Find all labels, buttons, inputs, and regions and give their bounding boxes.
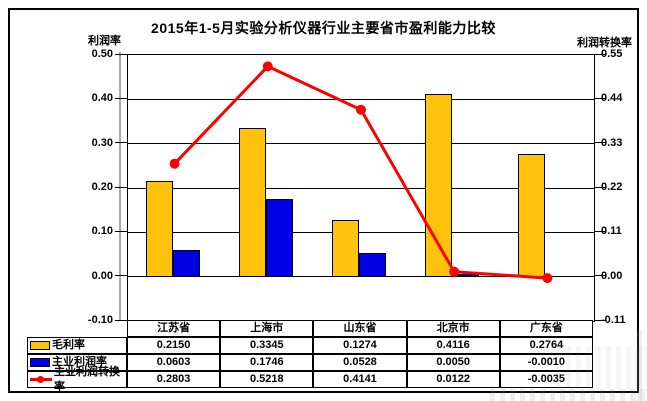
bar-主业利润率-江苏省: [172, 249, 200, 277]
grid-line: [128, 143, 594, 145]
right-tick-label: 0.22: [601, 181, 623, 193]
value-cell-毛利率-上海市: 0.3345: [220, 337, 314, 354]
legend-主业利润率: 主业利润率: [27, 354, 127, 371]
value-cell-主业利润转换率-广东省: -0.0035: [499, 371, 593, 388]
bar-毛利率-广东省: [518, 154, 546, 277]
value-cell-主业利润率-上海市: 0.1746: [220, 354, 314, 371]
line-marker: [449, 266, 460, 277]
left-tick-mark: [115, 97, 127, 99]
column-header-上海市: 上海市: [220, 320, 314, 337]
left-tick-label: 0.30: [91, 136, 113, 149]
bar-主业利润率-上海市: [265, 199, 293, 277]
line-marker: [262, 61, 273, 72]
right-tick-mark: [594, 186, 606, 188]
line-marker: [356, 104, 366, 115]
left-tick-mark: [115, 319, 127, 321]
right-tick-mark: [594, 97, 606, 99]
right-tick-mark: [594, 319, 606, 321]
bar-主业利润率-山东省: [359, 253, 386, 277]
bar-blue-swatch-icon: [30, 358, 50, 367]
left-tick-label: 0.40: [91, 92, 113, 105]
line-marker: [542, 273, 553, 284]
column-header-山东省: 山东省: [313, 320, 407, 337]
line-series-主业利润转换率: [169, 61, 553, 284]
left-tick-mark: [115, 53, 127, 55]
value-cell-主业利润转换率-北京市: 0.0122: [406, 371, 500, 388]
right-tick-label: 0.55: [601, 48, 623, 60]
left-tick-label: 0.10: [91, 225, 113, 238]
value-cell-毛利率-江苏省: 0.2150: [127, 337, 221, 354]
value-cell-毛利率-广东省: 0.2764: [499, 337, 593, 354]
left-tick-mark: [115, 230, 127, 232]
left-tick-label: -0.10: [87, 314, 113, 326]
legend-label: 主业利润转换率: [54, 365, 120, 393]
column-header-江苏省: 江苏省: [127, 320, 221, 337]
value-cell-主业利润转换率-山东省: 0.4141: [313, 371, 407, 388]
legend-label: 毛利率: [52, 339, 85, 351]
right-tick-mark: [594, 275, 606, 277]
right-tick-label: 0.11: [601, 225, 622, 238]
legend-毛利率: 毛利率: [27, 337, 127, 354]
left-tick-label: 0.50: [91, 48, 113, 60]
legend-data-table: 江苏省 上海市 山东省 北京市 广东省 毛利率 0.2150 0.3345 0.1274 0.41…: [27, 320, 593, 393]
plot-area: [127, 54, 595, 322]
grid-line: [128, 231, 594, 233]
right-tick-mark: [594, 230, 606, 232]
left-axis-title: 利润率: [88, 35, 121, 47]
right-axis-title: 利润转换率: [577, 37, 632, 49]
right-tick-label: 0.33: [601, 136, 623, 149]
value-cell-主业利润率-广东省: -0.0010: [499, 354, 593, 371]
right-tick-label: 0.00: [601, 269, 623, 282]
chart-title: 2015年1-5月实验分析仪器行业主要省市盈利能力比较: [151, 20, 496, 36]
value-cell-主业利润转换率-江苏省: 0.2803: [127, 371, 221, 388]
grid-line: [128, 187, 594, 189]
legend-主业利润转换率: 主业利润转换率: [27, 366, 127, 393]
right-tick-mark: [594, 142, 606, 144]
right-tick-mark: [594, 53, 606, 55]
line-red-swatch-icon: [30, 375, 52, 384]
bar-毛利率-上海市: [238, 128, 266, 277]
value-cell-主业利润转换率-上海市: 0.5218: [220, 371, 314, 388]
grid-line: [128, 98, 594, 100]
column-header-北京市: 北京市: [406, 320, 500, 337]
left-tick-mark: [115, 142, 127, 144]
left-tick-mark: [115, 186, 127, 188]
value-cell-主业利润率-北京市: 0.0050: [406, 354, 500, 371]
table-corner-blank: [27, 320, 127, 337]
left-tick-label: 0.20: [91, 181, 113, 193]
bar-毛利率-山东省: [332, 220, 359, 277]
value-cell-主业利润率-山东省: 0.0528: [313, 354, 407, 371]
right-tick-label: 0.44: [601, 92, 623, 105]
left-tick-mark: [115, 275, 127, 277]
grid-line: [128, 276, 594, 278]
value-cell-毛利率-山东省: 0.1274: [313, 337, 407, 354]
value-cell-毛利率-北京市: 0.4116: [406, 337, 500, 354]
legend-label: 主业利润率: [52, 356, 107, 368]
left-tick-label: 0.00: [91, 269, 113, 282]
column-header-广东省: 广东省: [499, 320, 593, 337]
value-cell-主业利润率-江苏省: 0.0603: [127, 354, 221, 371]
bar-毛利率-江苏省: [145, 181, 173, 277]
bar-yellow-swatch-icon: [30, 341, 50, 350]
right-tick-label: -0.11: [601, 314, 626, 326]
line-marker: [169, 158, 180, 169]
